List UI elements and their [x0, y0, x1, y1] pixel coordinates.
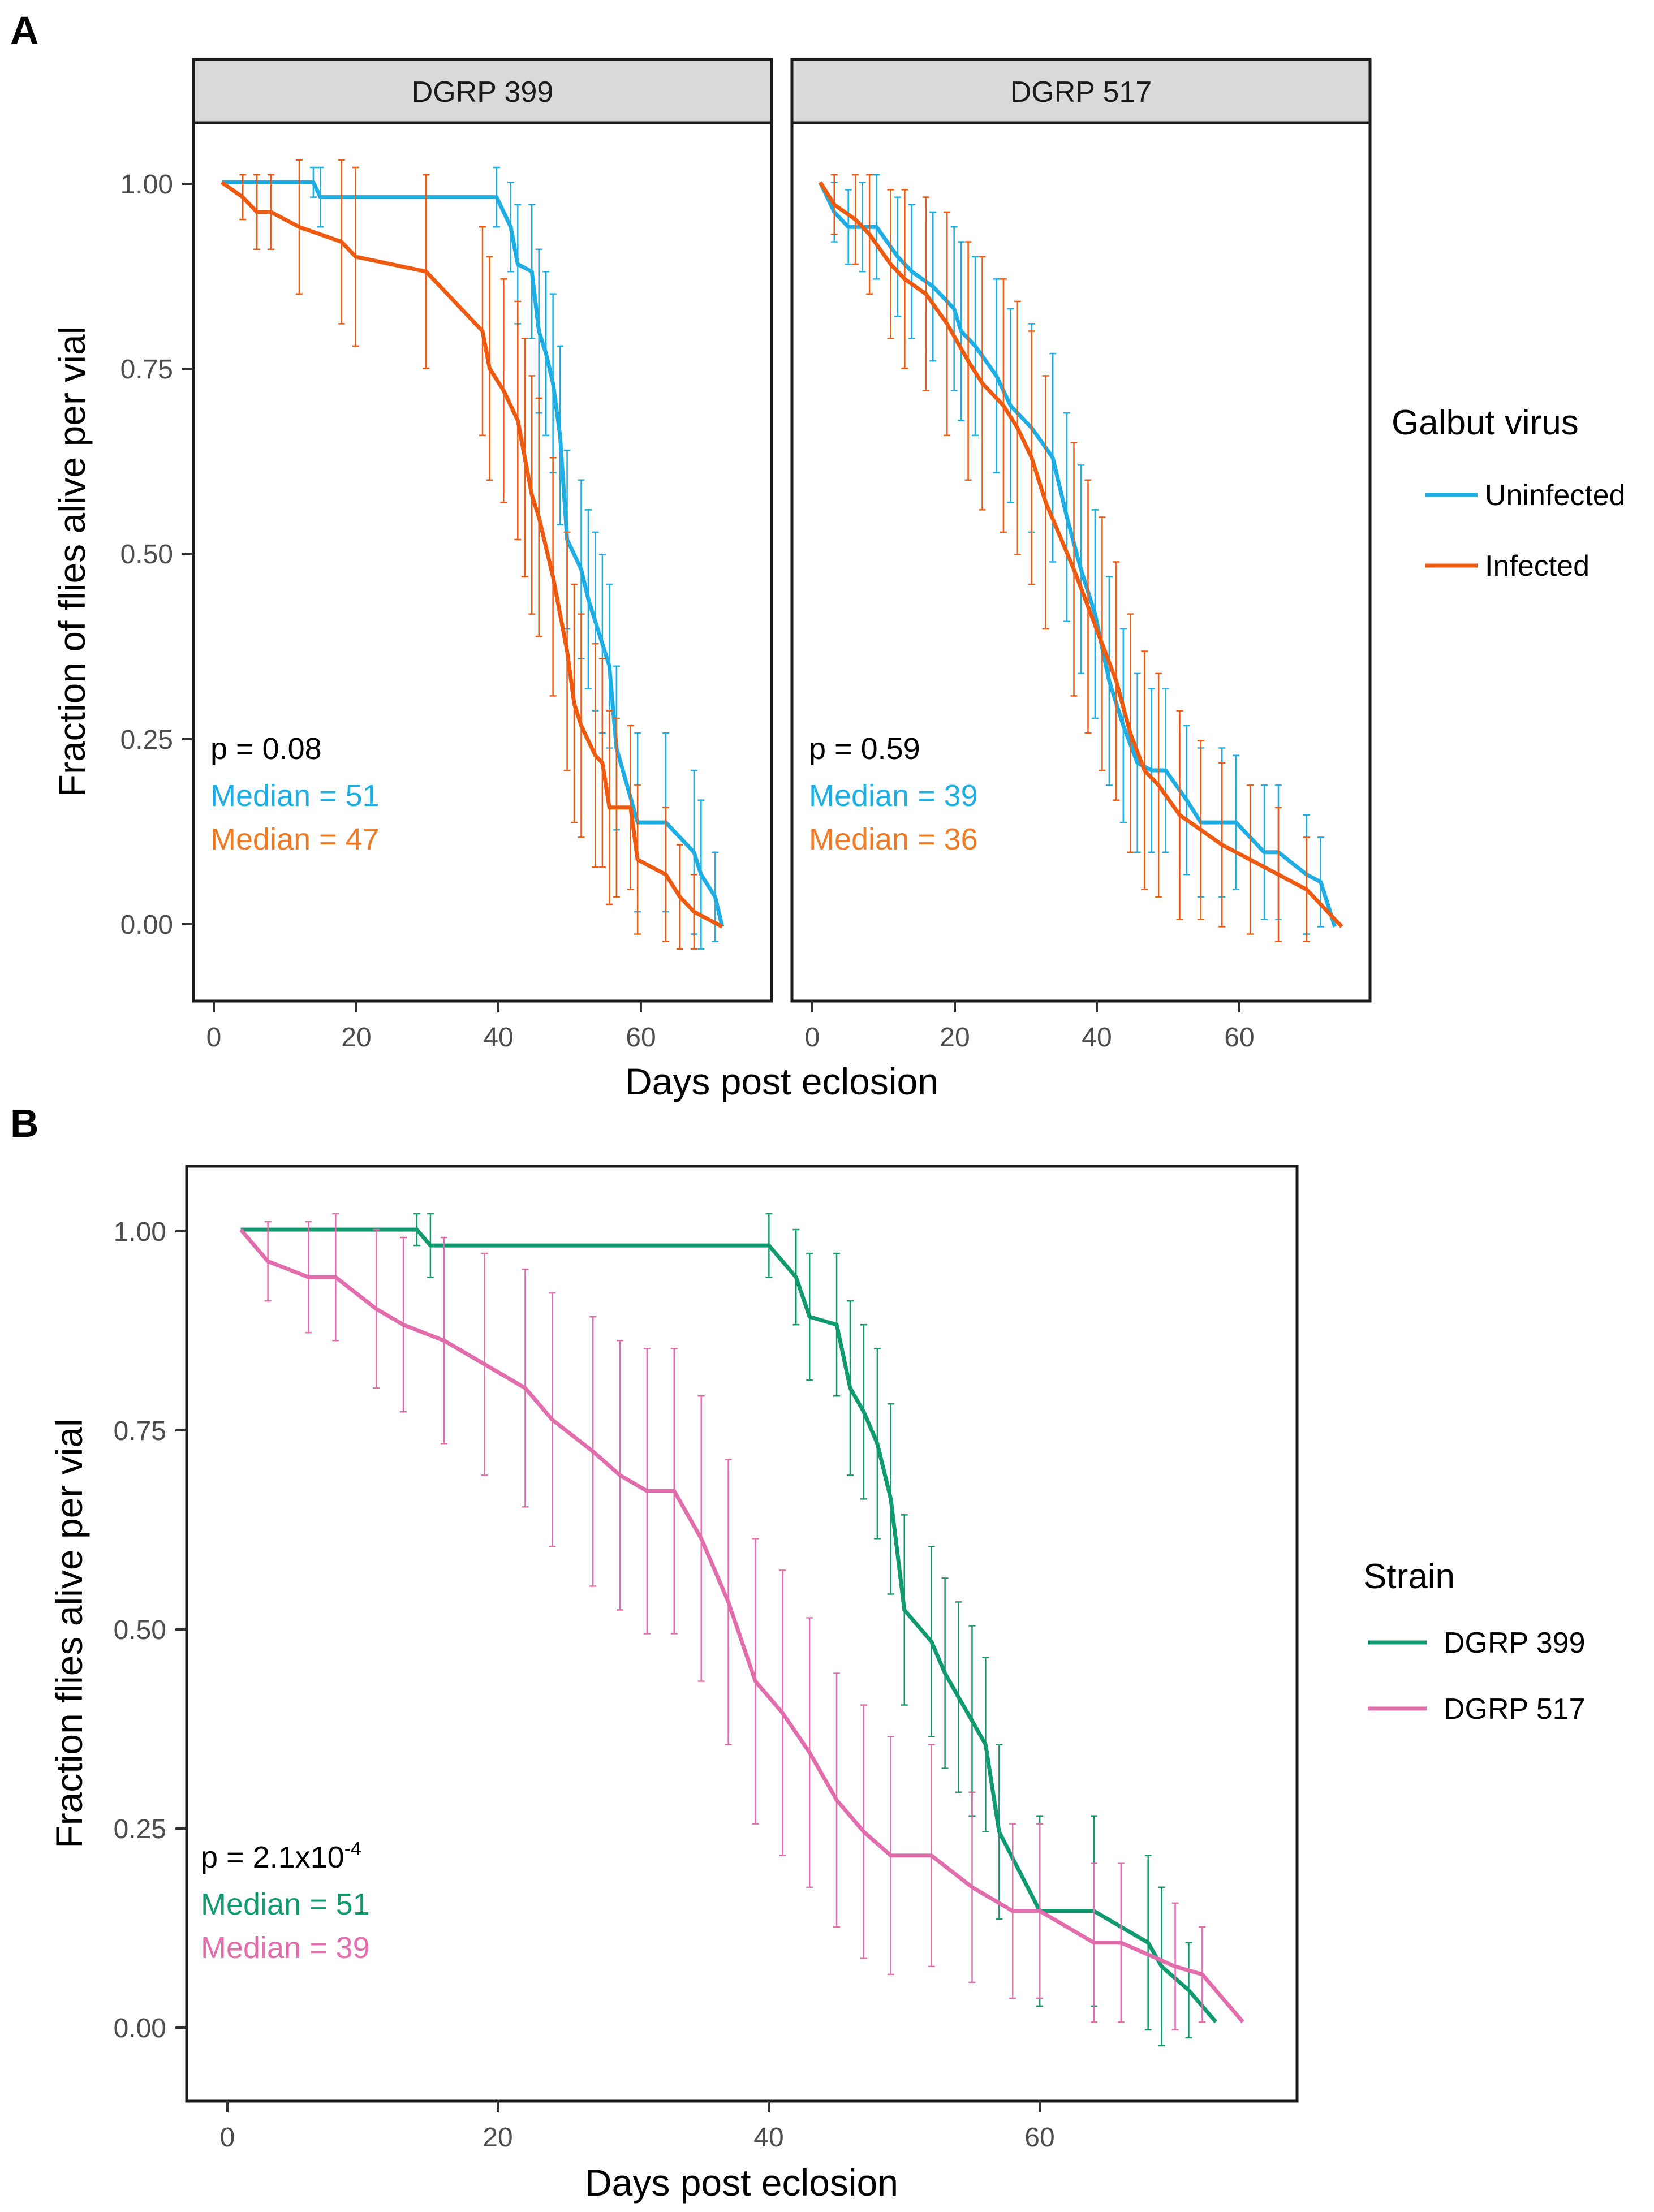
median-uninfected-dgrp399: Median = 51 [210, 779, 380, 813]
x-tick-label: 40 [483, 1023, 513, 1053]
strip-label-dgrp399: DGRP 399 [412, 76, 554, 109]
y-tick-label: 1.00 [114, 1217, 166, 1247]
y-tick-label: 1.00 [120, 170, 173, 200]
x-tick-label: 20 [341, 1023, 371, 1053]
x-axis-title-b: Days post eclosion [585, 2162, 898, 2204]
median-infected-dgrp517: Median = 36 [809, 822, 978, 856]
p-value-dgrp399: p = 0.08 [210, 732, 322, 766]
strip-dgrp399 [192, 58, 773, 124]
strip-label-dgrp517: DGRP 517 [1010, 76, 1152, 109]
x-tick-label: 60 [1224, 1023, 1254, 1053]
y-tick-label: 0.00 [114, 2013, 166, 2043]
x-tick-label: 20 [483, 2123, 512, 2153]
x-tick-label: 0 [206, 1023, 222, 1053]
p-value-prefix: p = 2.1x10 [201, 1840, 344, 1874]
panel-letter-b: B [10, 1101, 39, 1145]
series-dgrp-517 [239, 1213, 1244, 2031]
legend-a: Galbut virus Uninfected Infected [1392, 403, 1626, 583]
y-tick-label: 0.25 [114, 1814, 166, 1844]
p-value-dgrp517: p = 0.59 [809, 732, 920, 766]
plot-border-dgrp517 [790, 121, 1372, 1003]
plot-border-b [185, 1165, 1299, 2103]
legend-label-infected: Infected [1485, 550, 1590, 583]
y-axis-a: 1.00 0.75 0.50 0.25 0.00 [120, 170, 193, 940]
x-axis-a1: 0 20 40 60 [206, 1001, 656, 1053]
panel-b: 1.00 0.75 0.50 0.25 0.00 0 20 40 60 Days… [48, 1165, 1586, 2204]
y-axis-title-a: Fraction of flies alive per vial [51, 326, 93, 797]
plot-area-b [185, 1165, 1299, 2103]
x-tick-label: 60 [626, 1023, 656, 1053]
median-infected-dgrp399: Median = 47 [210, 822, 380, 856]
y-tick-label: 0.25 [120, 725, 173, 755]
series-infected [220, 159, 723, 950]
median-dgrp517: Median = 39 [201, 1931, 370, 1965]
survival-line-uninfected [221, 180, 725, 928]
series-uninfected [818, 174, 1337, 935]
x-tick-label: 40 [753, 2123, 783, 2153]
x-tick-label: 40 [1082, 1023, 1112, 1053]
legend-label-dgrp517: DGRP 517 [1444, 1693, 1586, 1726]
survival-line-dgrp-517 [239, 1228, 1244, 2024]
panel-letter-a: A [10, 8, 39, 53]
strip-dgrp517 [790, 58, 1372, 124]
legend-title-a: Galbut virus [1392, 403, 1579, 442]
median-dgrp399: Median = 51 [201, 1887, 370, 1921]
y-axis-title-b: Fraction flies alive per vial [48, 1418, 90, 1848]
p-value-exponent: -4 [344, 1838, 361, 1860]
panel-a: DGRP 399 DGRP 517 1.00 0.75 0.50 0.25 0.… [51, 58, 1626, 1102]
plot-area-dgrp517 [790, 121, 1372, 1003]
legend-b: Strain DGRP 399 DGRP 517 [1363, 1557, 1586, 1726]
x-axis-title-a: Days post eclosion [625, 1060, 938, 1102]
x-axis-a2: 0 20 40 60 [805, 1001, 1255, 1053]
y-axis-b: 1.00 0.75 0.50 0.25 0.00 [114, 1217, 187, 2043]
survival-line-infected [818, 181, 1343, 928]
x-axis-b: 0 20 40 60 [220, 2101, 1055, 2153]
plot-border-dgrp399 [192, 121, 773, 1003]
survival-line-dgrp-399 [240, 1227, 1218, 2024]
legend-label-dgrp399: DGRP 399 [1444, 1627, 1586, 1659]
y-tick-label: 0.75 [120, 355, 173, 385]
x-tick-label: 20 [940, 1023, 970, 1053]
y-tick-label: 0.50 [120, 540, 173, 570]
y-tick-label: 0.00 [120, 910, 173, 940]
p-value-b: p = 2.1x10-4 [201, 1838, 361, 1874]
series-infected [818, 174, 1343, 942]
y-tick-label: 0.75 [114, 1416, 166, 1446]
x-tick-label: 0 [220, 2123, 235, 2153]
y-tick-label: 0.50 [114, 1615, 166, 1645]
median-uninfected-dgrp517: Median = 39 [809, 779, 978, 813]
plot-area-dgrp399 [192, 121, 773, 1003]
legend-label-uninfected: Uninfected [1485, 479, 1626, 512]
legend-title-b: Strain [1363, 1557, 1455, 1596]
x-tick-label: 0 [805, 1023, 820, 1053]
x-tick-label: 60 [1024, 2123, 1054, 2153]
